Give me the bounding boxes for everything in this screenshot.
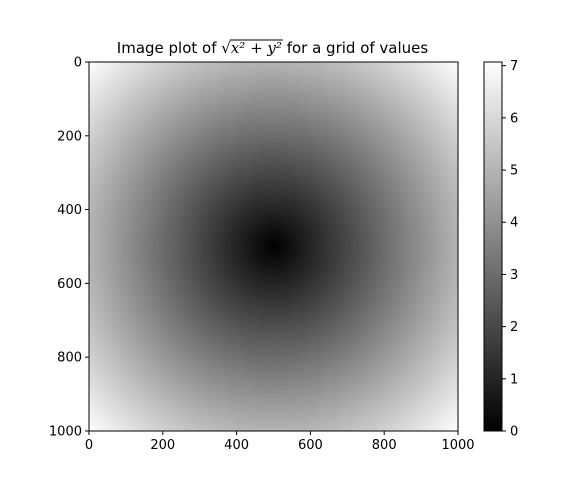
chart-title-suffix: for a grid of values bbox=[282, 39, 428, 57]
colorbar-tick-label: 7 bbox=[510, 59, 518, 74]
y-axis: 0 200 400 600 800 1000 bbox=[49, 56, 89, 440]
x-tick-label: 800 bbox=[372, 438, 397, 453]
colorbar-tick-label: 0 bbox=[510, 425, 518, 440]
chart-title-prefix: Image plot of bbox=[117, 39, 222, 57]
colorbar-tick-label: 1 bbox=[510, 372, 518, 387]
y-tick-label: 400 bbox=[57, 203, 82, 218]
colorbar-axis: 0 1 2 3 4 5 6 7 bbox=[502, 59, 518, 440]
x-tick-label: 600 bbox=[298, 438, 323, 453]
colorbar bbox=[483, 61, 503, 432]
colorbar-gradient bbox=[483, 61, 503, 432]
chart-title: Image plot of √x² + y² for a grid of val… bbox=[117, 39, 429, 57]
sqrt-symbol: √ bbox=[221, 39, 231, 57]
colorbar-tick-label: 4 bbox=[510, 216, 518, 231]
colorbar-tick-label: 6 bbox=[510, 111, 518, 126]
y-tick-label: 1000 bbox=[49, 425, 82, 440]
x-tick-label: 200 bbox=[150, 438, 175, 453]
x-tick-label: 0 bbox=[85, 438, 93, 453]
y-tick-label: 200 bbox=[57, 129, 82, 144]
colorbar-tick-label: 2 bbox=[510, 320, 518, 335]
x-tick-label: 400 bbox=[224, 438, 249, 453]
plot-frame bbox=[88, 61, 459, 432]
x-axis: 0 200 400 600 800 1000 bbox=[85, 431, 475, 453]
chart-title-math: x² + y² bbox=[231, 39, 282, 57]
y-tick-label: 0 bbox=[74, 56, 82, 71]
colorbar-tick-label: 5 bbox=[510, 164, 518, 179]
x-tick-label: 1000 bbox=[441, 438, 474, 453]
y-tick-label: 600 bbox=[57, 277, 82, 292]
image-plot bbox=[88, 61, 459, 432]
heatmap-image bbox=[89, 62, 458, 431]
colorbar-tick-label: 3 bbox=[510, 268, 518, 283]
y-tick-label: 800 bbox=[57, 351, 82, 366]
